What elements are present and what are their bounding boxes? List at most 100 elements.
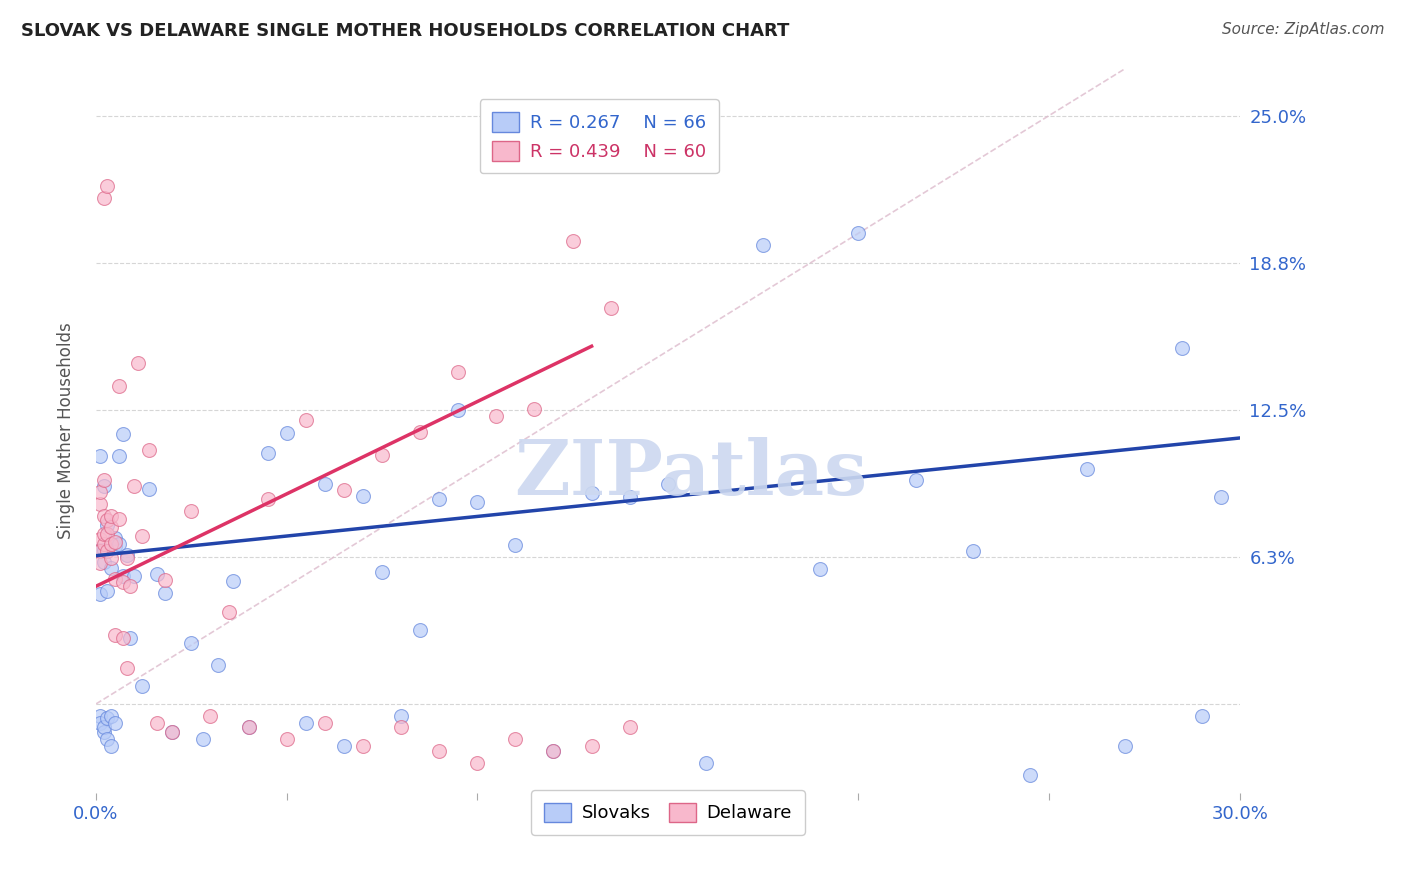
Point (111, 575, 134, 590)
Point (104, 715, 127, 730)
Point (146, 567, 169, 582)
Text: Source: ZipAtlas.com: Source: ZipAtlas.com (1222, 22, 1385, 37)
Point (1209, 490, 1232, 504)
Point (1191, 708, 1213, 723)
Point (904, 473, 927, 487)
Point (122, 479, 145, 493)
Point (465, 756, 488, 770)
Text: ZIPatlas: ZIPatlas (515, 437, 868, 511)
Point (389, 721, 412, 735)
Point (447, 365, 470, 379)
Point (599, 301, 621, 316)
Point (108, 450, 131, 464)
Point (581, 739, 603, 754)
Point (122, 568, 145, 582)
Legend: Slovaks, Delaware: Slovaks, Delaware (531, 790, 804, 835)
Point (120, 579, 142, 593)
Point (93, 478, 115, 492)
Point (808, 561, 831, 575)
Point (100, 739, 122, 754)
Point (581, 485, 603, 500)
Point (180, 636, 202, 650)
Point (505, 732, 527, 747)
Point (146, 715, 169, 730)
Point (111, 426, 134, 441)
Point (89, 449, 111, 463)
Point (371, 565, 394, 579)
Point (848, 226, 870, 240)
Point (238, 721, 260, 735)
Point (485, 409, 508, 423)
Point (138, 482, 160, 496)
Point (89, 715, 111, 730)
Text: SLOVAK VS DELAWARE SINGLE MOTHER HOUSEHOLDS CORRELATION CHART: SLOVAK VS DELAWARE SINGLE MOTHER HOUSEHO… (21, 22, 789, 40)
Point (371, 448, 394, 462)
Point (96, 517, 118, 532)
Point (222, 574, 245, 588)
Point (619, 490, 641, 504)
Point (153, 585, 176, 599)
Point (89, 587, 111, 601)
Point (543, 744, 565, 758)
Point (153, 574, 176, 588)
Point (1076, 461, 1098, 475)
Point (89, 497, 111, 511)
Point (100, 551, 122, 566)
Point (93, 191, 115, 205)
Point (115, 550, 138, 565)
Point (1019, 767, 1042, 781)
Point (238, 721, 260, 735)
Point (294, 412, 316, 426)
Point (200, 708, 222, 723)
Point (523, 402, 546, 417)
Point (352, 739, 374, 754)
Point (657, 477, 679, 491)
Point (100, 508, 122, 523)
Point (191, 732, 214, 747)
Point (108, 379, 131, 393)
Point (104, 534, 127, 549)
Point (276, 425, 298, 440)
Point (256, 491, 278, 506)
Point (543, 744, 565, 758)
Point (131, 679, 153, 693)
Point (93, 543, 115, 558)
Point (111, 569, 134, 583)
Point (96, 179, 118, 194)
Point (89, 543, 111, 558)
Point (96, 513, 118, 527)
Point (89, 708, 111, 723)
Point (89, 532, 111, 546)
Point (162, 725, 184, 739)
Point (89, 544, 111, 558)
Point (93, 555, 115, 569)
Point (427, 492, 450, 507)
Point (100, 520, 122, 534)
Point (619, 721, 641, 735)
Point (93, 527, 115, 541)
Point (1114, 739, 1136, 754)
Point (207, 658, 229, 673)
Point (115, 549, 138, 563)
Point (218, 605, 240, 619)
Point (93, 537, 115, 551)
Point (89, 485, 111, 500)
Point (752, 238, 775, 252)
Point (352, 489, 374, 503)
Point (93, 725, 115, 739)
Point (138, 442, 160, 457)
Point (93, 474, 115, 488)
Point (333, 739, 356, 754)
Point (100, 537, 122, 551)
Point (104, 540, 127, 554)
Point (111, 631, 134, 645)
Y-axis label: Single Mother Households: Single Mother Households (58, 323, 75, 540)
Point (505, 538, 527, 552)
Point (100, 561, 122, 575)
Point (333, 483, 356, 498)
Point (465, 495, 488, 509)
Point (276, 732, 298, 747)
Point (695, 756, 717, 770)
Point (96, 711, 118, 725)
Point (409, 623, 432, 637)
